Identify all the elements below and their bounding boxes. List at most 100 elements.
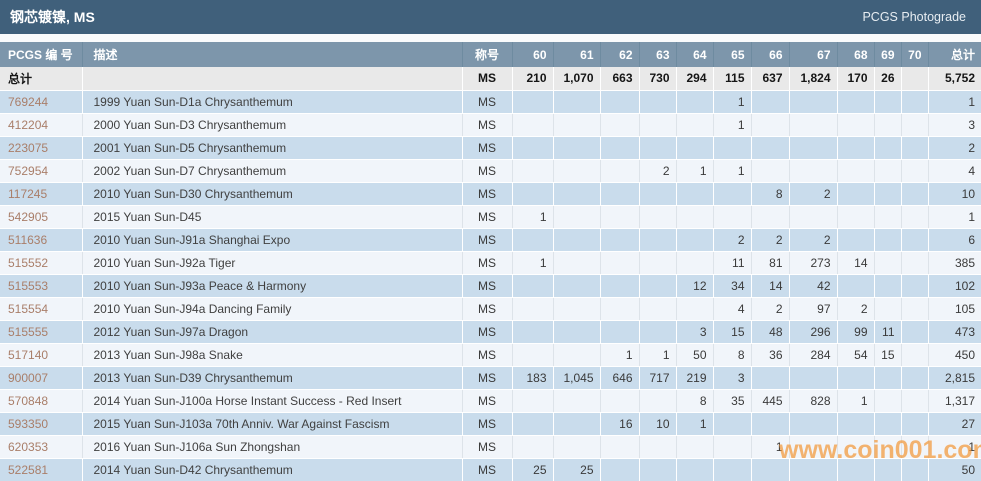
total-cell: 105: [928, 297, 981, 321]
description-text: 2012 Yuan Sun-J97a Dragon: [93, 324, 249, 339]
pcgs-number-cell: 412204: [0, 113, 83, 137]
description-cell: 2014 Yuan Sun-D42 Chrysanthemum: [82, 458, 463, 481]
grade-count-cell: [639, 113, 677, 137]
description-cell: 2012 Yuan Sun-J97a Dragon: [82, 320, 463, 344]
pcgs-number-link[interactable]: 769244: [8, 94, 49, 109]
grade-count-cell: 3: [676, 320, 714, 344]
description-text: 2015 Yuan Sun-J103a 70th Anniv. War Agai…: [93, 416, 390, 431]
photograde-link[interactable]: PCGS Photograde: [862, 10, 966, 24]
grade-count-cell: 35: [713, 389, 752, 413]
pcgs-number-link[interactable]: 515552: [8, 255, 49, 270]
grade-count-cell: [789, 205, 838, 229]
grade-count-cell: 48: [751, 320, 790, 344]
grade-count-cell: [512, 113, 554, 137]
pcgs-number-link[interactable]: 900007: [8, 370, 49, 385]
table-row: 620353 2016 Yuan Sun-J106a Sun Zhongshan M…: [0, 435, 981, 459]
pcgs-number-link[interactable]: 515553: [8, 278, 49, 293]
grade-count-cell: [901, 389, 929, 413]
pcgs-number-link[interactable]: 522581: [8, 462, 49, 477]
grade-count-cell: [600, 389, 640, 413]
header-total: 总计: [928, 42, 981, 67]
grade-count-cell: [901, 458, 929, 481]
totals-grade-cell: 1,070: [553, 67, 601, 91]
grade-count-cell: [874, 458, 902, 481]
pcgs-number-link[interactable]: 570848: [8, 393, 49, 408]
pcgs-number-cell: 117245: [0, 182, 83, 206]
pcgs-number-cell: 517140: [0, 343, 83, 367]
pcgs-number-link[interactable]: 117245: [8, 186, 48, 201]
grade-count-cell: 445: [751, 389, 790, 413]
grade-count-cell: [639, 182, 677, 206]
grade-count-cell: 2: [751, 297, 790, 321]
pcgs-number-link[interactable]: 542905: [8, 209, 49, 224]
grade-count-cell: [600, 159, 640, 183]
grade-count-cell: [639, 90, 677, 114]
grade-count-cell: [837, 205, 875, 229]
header-grade-60: 60: [512, 42, 554, 67]
grade-count-cell: [512, 228, 554, 252]
description-text: 2015 Yuan Sun-D45: [93, 209, 202, 224]
pcgs-number-cell: 620353: [0, 435, 83, 459]
grade-count-cell: [639, 389, 677, 413]
grade-count-cell: [901, 251, 929, 275]
grade-count-cell: [553, 228, 601, 252]
grade-count-cell: 1,045: [553, 366, 601, 390]
pcgs-number-link[interactable]: 752954: [8, 163, 49, 178]
grade-count-cell: [874, 251, 902, 275]
pcgs-number-link[interactable]: 517140: [8, 347, 49, 362]
description-text: 2014 Yuan Sun-D42 Chrysanthemum: [93, 462, 293, 477]
header-grade-68: 68: [837, 42, 875, 67]
header-grade-70: 70: [901, 42, 929, 67]
grade-count-cell: [639, 435, 677, 459]
description-cell: 1999 Yuan Sun-D1a Chrysanthemum: [82, 90, 463, 114]
grade-count-cell: [512, 389, 554, 413]
pcgs-number-link[interactable]: 412204: [8, 117, 49, 132]
grade-count-cell: [676, 136, 714, 160]
grade-count-cell: 11: [874, 320, 902, 344]
grade-count-cell: [874, 435, 902, 459]
table-row: 542905 2015 Yuan Sun-D45 MS 1 1: [0, 205, 981, 229]
grade-count-cell: 1: [713, 113, 752, 137]
designation-cell: MS: [462, 435, 513, 459]
grade-count-cell: [553, 412, 601, 436]
pcgs-number-link[interactable]: 593350: [8, 416, 49, 431]
grade-count-cell: 25: [553, 458, 601, 481]
totals-grade-cell: 1,824: [789, 67, 838, 91]
grade-count-cell: [874, 412, 902, 436]
total-cell: 102: [928, 274, 981, 298]
pcgs-number-cell: 515554: [0, 297, 83, 321]
pcgs-number-link[interactable]: 511636: [8, 232, 48, 247]
grade-count-cell: [600, 297, 640, 321]
description-text: 2010 Yuan Sun-J94a Dancing Family: [93, 301, 292, 316]
total-cell: 6: [928, 228, 981, 252]
grade-count-cell: [837, 412, 875, 436]
header-grade-61: 61: [553, 42, 601, 67]
grade-count-cell: [512, 412, 554, 436]
grade-count-cell: [837, 182, 875, 206]
grade-count-cell: [600, 435, 640, 459]
grade-count-cell: [789, 159, 838, 183]
pcgs-number-cell: 515552: [0, 251, 83, 275]
grade-count-cell: [600, 182, 640, 206]
pcgs-number-link[interactable]: 223075: [8, 140, 49, 155]
pcgs-number-link[interactable]: 515554: [8, 301, 49, 316]
description-cell: 2015 Yuan Sun-D45: [82, 205, 463, 229]
table-row: 515552 2010 Yuan Sun-J92a Tiger MS 1 11 81 273…: [0, 251, 981, 275]
population-table: PCGS 编 号 描述 称号 60 61 62 63 64 65 66 67 6…: [0, 42, 981, 481]
total-cell: 3: [928, 113, 981, 137]
header-gap-divider: [0, 34, 981, 42]
header-grade-65: 65: [713, 42, 752, 67]
pcgs-number-link[interactable]: 515555: [8, 324, 49, 339]
grade-count-cell: [713, 182, 752, 206]
grade-count-cell: 1: [639, 343, 677, 367]
grade-count-cell: [789, 366, 838, 390]
designation-cell: MS: [462, 136, 513, 160]
description-text: 2000 Yuan Sun-D3 Chrysanthemum: [93, 117, 287, 132]
grade-count-cell: [553, 205, 601, 229]
grade-count-cell: [713, 412, 752, 436]
table-row: 593350 2015 Yuan Sun-J103a 70th Anniv. Wa…: [0, 412, 981, 436]
grade-count-cell: [553, 343, 601, 367]
pcgs-number-link[interactable]: 620353: [8, 439, 49, 454]
grade-count-cell: 828: [789, 389, 838, 413]
